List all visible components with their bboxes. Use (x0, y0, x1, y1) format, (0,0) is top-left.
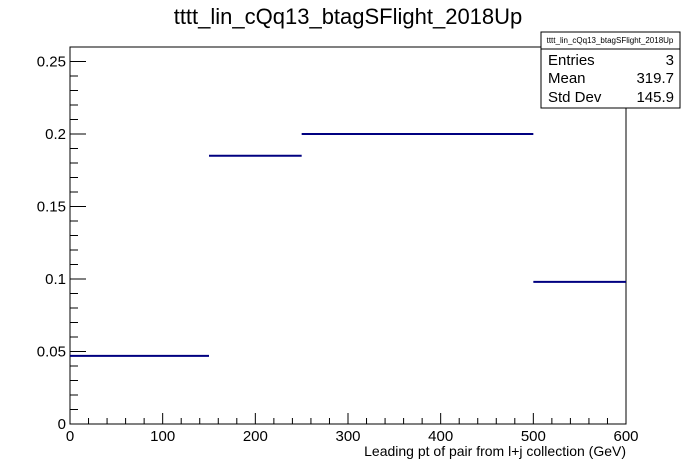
stats-box: tttt_lin_cQq13_btagSFlight_2018Up Entrie… (540, 31, 681, 109)
y-tick-label: 0 (58, 416, 66, 433)
y-tick-label: 0.1 (45, 271, 66, 288)
x-axis-ticks: 0 100 200 300 400 500 600 (66, 413, 639, 445)
stats-entries-label: Entries (548, 52, 595, 69)
stats-stddev-label: Std Dev (548, 89, 602, 106)
x-tick-label: 100 (150, 428, 175, 445)
y-tick-label: 0.15 (37, 199, 66, 216)
x-tick-label: 0 (66, 428, 74, 445)
x-axis-label: Leading pt of pair from l+j collection (… (364, 443, 626, 459)
stats-mean-value: 319.7 (636, 70, 674, 87)
x-tick-label: 200 (243, 428, 268, 445)
y-tick-label: 0.25 (37, 54, 66, 71)
chart-title: tttt_lin_cQq13_btagSFlight_2018Up (174, 4, 523, 29)
x-tick-label: 400 (428, 428, 453, 445)
x-tick-label: 300 (335, 428, 360, 445)
y-tick-label: 0.2 (45, 126, 66, 143)
y-axis-ticks: 0 0.05 0.1 0.15 0.2 0.25 (37, 46, 86, 433)
x-tick-label: 500 (521, 428, 546, 445)
stats-entries-value: 3 (666, 52, 674, 69)
stats-stddev-value: 145.9 (636, 89, 674, 106)
stats-box-frame (540, 31, 681, 109)
y-tick-label: 0.05 (37, 344, 66, 361)
stats-mean-label: Mean (548, 70, 586, 87)
histogram-bins (70, 133, 626, 357)
stats-box-title: tttt_lin_cQq13_btagSFlight_2018Up (547, 36, 674, 45)
x-tick-label: 600 (613, 428, 638, 445)
